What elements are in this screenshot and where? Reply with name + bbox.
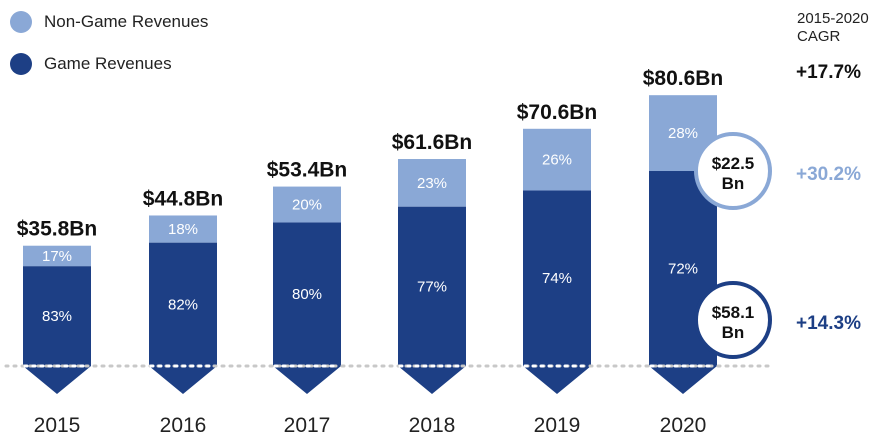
annotation-unit-game: Bn [722, 323, 745, 342]
label-game-pct-2016: 82% [168, 296, 198, 313]
label-total-2019: $70.6Bn [517, 101, 598, 124]
cagr-game: +14.3% [796, 313, 861, 334]
tick-label-2019: 2019 [534, 414, 581, 437]
legend-non-game: Non-Game Revenues [10, 11, 208, 33]
bar-non-game-2019 [523, 128, 591, 191]
bar-non-game-2015 [23, 245, 91, 267]
tick-label-2018: 2018 [409, 414, 456, 437]
tick-label-2017: 2017 [284, 414, 331, 437]
bar-non-game-2018 [398, 159, 466, 207]
annotation-value-non-game: $22.5 [712, 154, 755, 173]
bar-game-2015 [23, 266, 91, 394]
legend-game-label: Game Revenues [44, 54, 172, 73]
label-non-game-pct-2015: 17% [42, 248, 72, 265]
bar-game-2016 [149, 242, 217, 394]
tick-label-2015: 2015 [34, 414, 81, 437]
legend-non-game-label: Non-Game Revenues [44, 12, 209, 31]
label-non-game-pct-2017: 20% [292, 197, 322, 214]
annotation-unit-non-game: Bn [722, 174, 745, 193]
tick-label-2016: 2016 [160, 414, 207, 437]
legend-game: Game Revenues [10, 53, 172, 75]
label-total-2018: $61.6Bn [392, 131, 473, 154]
annotation-bubble-non-game [694, 132, 772, 210]
label-game-pct-2018: 77% [417, 278, 447, 295]
cagr-total: +17.7% [796, 62, 861, 83]
cagr-non-game: +30.2% [796, 164, 861, 185]
bar-non-game-2017 [273, 186, 341, 223]
label-non-game-pct-2018: 23% [417, 175, 447, 192]
cagr-title-line1: 2015-2020 [797, 10, 869, 27]
legend-game-swatch [10, 53, 32, 75]
bar-game-2017 [273, 222, 341, 394]
label-non-game-pct-2020: 28% [668, 125, 698, 142]
label-game-pct-2015: 83% [42, 308, 72, 325]
bar-game-2020 [649, 171, 717, 394]
label-game-pct-2020: 72% [668, 261, 698, 278]
label-game-pct-2019: 74% [542, 270, 572, 287]
legend-non-game-swatch [10, 11, 32, 33]
label-total-2017: $53.4Bn [267, 159, 348, 182]
annotation-value-game: $58.1 [712, 303, 755, 322]
label-total-2015: $35.8Bn [17, 218, 98, 241]
bar-game-2018 [398, 206, 466, 394]
label-total-2016: $44.8Bn [143, 187, 224, 210]
label-non-game-pct-2016: 18% [168, 221, 198, 238]
label-non-game-pct-2019: 26% [542, 152, 572, 169]
label-total-2020: $80.6Bn [643, 67, 724, 90]
bar-game-2019 [523, 190, 591, 394]
cagr-title: 2015-2020 CAGR [797, 10, 869, 46]
annotation-bubble-game [694, 281, 772, 359]
bar-non-game-2016 [149, 215, 217, 243]
label-game-pct-2017: 80% [292, 286, 322, 303]
cagr-title-line2: CAGR [797, 28, 841, 45]
tick-label-2020: 2020 [660, 414, 707, 437]
